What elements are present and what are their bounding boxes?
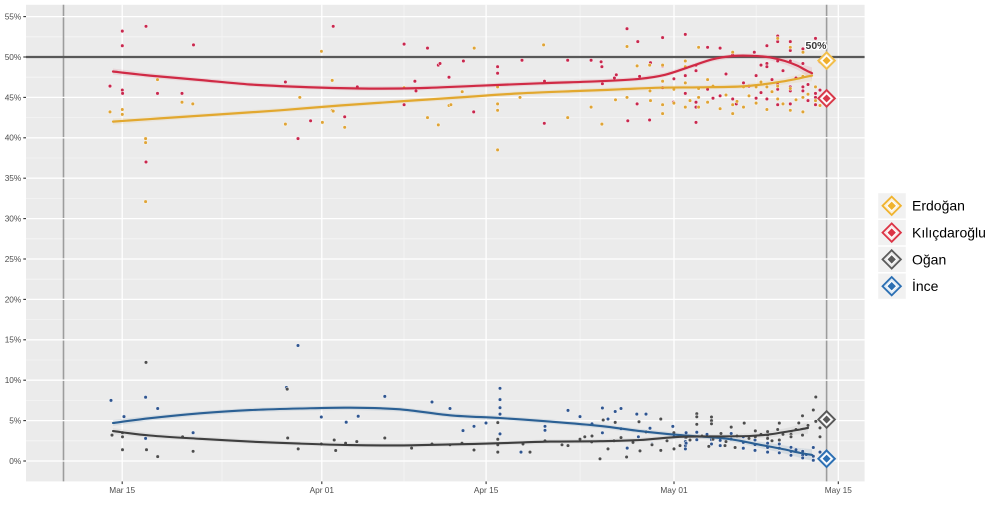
svg-text:May 15: May 15 [825,485,853,495]
svg-text:30%: 30% [5,214,22,224]
svg-text:Erdoğan: Erdoğan [912,198,965,214]
svg-text:Oğan: Oğan [912,251,946,267]
svg-text:Apr 01: Apr 01 [310,485,335,495]
svg-text:0%: 0% [9,456,22,466]
svg-text:55%: 55% [5,12,22,22]
svg-text:25%: 25% [5,254,22,264]
svg-text:10%: 10% [5,375,22,385]
svg-text:45%: 45% [5,92,22,102]
svg-text:Kılıçdaroğlu: Kılıçdaroğlu [912,225,986,241]
svg-text:40%: 40% [5,133,22,143]
svg-text:35%: 35% [5,173,22,183]
svg-text:Apr 15: Apr 15 [474,485,499,495]
svg-text:50%: 50% [5,52,22,62]
svg-text:50%: 50% [805,40,827,52]
svg-text:15%: 15% [5,335,22,345]
svg-text:Mar 15: Mar 15 [109,485,135,495]
svg-text:20%: 20% [5,294,22,304]
svg-text:5%: 5% [9,416,22,426]
svg-text:İnce: İnce [912,277,939,294]
svg-text:May 01: May 01 [660,485,688,495]
